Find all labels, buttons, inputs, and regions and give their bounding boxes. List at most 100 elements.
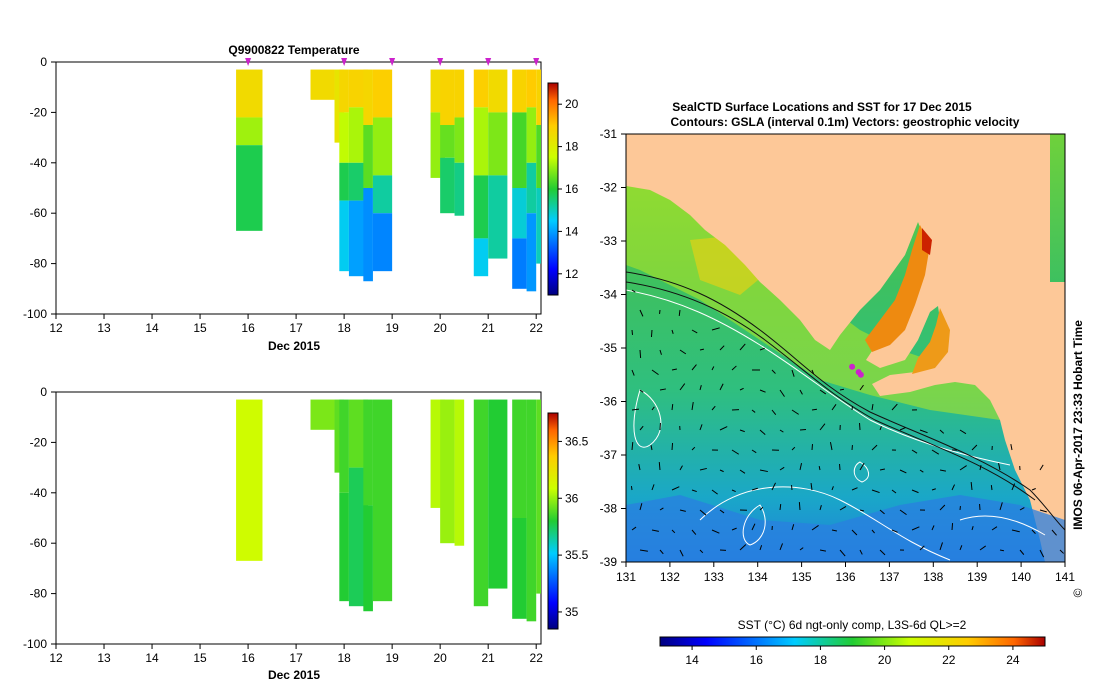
profile-cell bbox=[473, 175, 489, 239]
velocity-vector bbox=[711, 327, 720, 331]
sst-colorbar-label: SST (°C) 6d ngt-only comp, L3S-6d QL>=2 bbox=[738, 618, 967, 632]
profile-cell bbox=[236, 69, 263, 118]
velocity-vector bbox=[731, 449, 740, 455]
velocity-vector bbox=[719, 426, 728, 431]
velocity-vector bbox=[859, 549, 863, 555]
velocity-vector bbox=[818, 465, 821, 471]
velocity-vector bbox=[839, 505, 847, 511]
top-y-axis: 0 -20 -40 -60 -80 -100 bbox=[23, 55, 56, 321]
velocity-vector bbox=[1010, 444, 1013, 451]
velocity-vector bbox=[691, 529, 697, 535]
profile-cell bbox=[339, 492, 349, 602]
map-x-axis: 131 132 133 134 135 136 137 138 139 140 141 bbox=[616, 562, 1075, 584]
velocity-vector bbox=[899, 469, 907, 474]
velocity-vector bbox=[999, 549, 1005, 552]
map-y-tick-label: -38 bbox=[600, 502, 618, 516]
map-x-tick-label: 136 bbox=[835, 570, 855, 584]
profile-cell bbox=[363, 399, 373, 506]
profile-cell bbox=[339, 112, 349, 163]
velocity-vector bbox=[631, 369, 635, 376]
profile-cell bbox=[372, 175, 393, 214]
velocity-vector bbox=[671, 329, 674, 334]
velocity-vector bbox=[711, 405, 716, 411]
velocity-vector bbox=[951, 484, 956, 491]
seal-ctd-location bbox=[849, 363, 856, 370]
velocity-vector bbox=[859, 509, 864, 512]
velocity-vector bbox=[899, 427, 906, 431]
top-x-axis: 12 13 14 15 16 17 18 19 20 21 22 bbox=[49, 314, 543, 335]
velocity-vector bbox=[839, 388, 845, 391]
velocity-vector bbox=[879, 426, 882, 431]
velocity-vector bbox=[951, 522, 954, 531]
profile-marker bbox=[389, 58, 396, 66]
x-tick-label: 19 bbox=[385, 651, 399, 665]
velocity-vector bbox=[891, 403, 898, 411]
gsla-contour-line bbox=[633, 389, 662, 448]
geostrophic-vectors bbox=[630, 289, 1064, 558]
velocity-vector bbox=[779, 503, 782, 511]
velocity-vector bbox=[699, 348, 705, 351]
map-y-tick-label: -34 bbox=[600, 288, 618, 302]
velocity-vector bbox=[891, 489, 897, 494]
gsla-contour-line bbox=[742, 504, 766, 546]
velocity-vector bbox=[939, 429, 945, 434]
velocity-vector bbox=[711, 366, 715, 371]
velocity-vector bbox=[779, 543, 784, 551]
profile-cell bbox=[526, 399, 537, 622]
x-tick-label: 14 bbox=[145, 651, 159, 665]
velocity-vector bbox=[651, 484, 655, 491]
x-tick-label: 17 bbox=[289, 651, 303, 665]
sst-colorbar-tick-label: 20 bbox=[878, 653, 892, 667]
map-y-tick-label: -31 bbox=[600, 127, 618, 141]
velocity-vector bbox=[939, 504, 946, 511]
profile-cell bbox=[363, 69, 373, 125]
profile-cell bbox=[454, 117, 465, 163]
profile-cell bbox=[454, 69, 465, 118]
velocity-vector bbox=[931, 525, 935, 531]
profile-cell bbox=[363, 188, 373, 282]
velocity-vector bbox=[731, 489, 736, 493]
spencer-gulf bbox=[865, 225, 930, 352]
velocity-vector bbox=[638, 464, 641, 471]
velocity-vector bbox=[659, 388, 666, 391]
velocity-vector bbox=[799, 547, 804, 551]
velocity-vector bbox=[919, 545, 925, 551]
velocity-vector bbox=[751, 409, 756, 413]
y-tick-label: -80 bbox=[30, 257, 48, 271]
velocity-vector bbox=[671, 442, 674, 451]
velocity-vector bbox=[771, 482, 776, 491]
bottom-x-axis: 12 13 14 15 16 17 18 19 20 21 22 bbox=[49, 644, 543, 665]
velocity-vector bbox=[939, 542, 943, 551]
velocity-vector bbox=[639, 549, 648, 552]
x-tick-label: 16 bbox=[241, 651, 255, 665]
x-tick-label: 15 bbox=[193, 321, 207, 335]
velocity-vector bbox=[919, 429, 928, 434]
velocity-vector bbox=[759, 389, 766, 393]
velocity-vector bbox=[739, 387, 744, 391]
profile-cell bbox=[339, 69, 349, 113]
velocity-vector bbox=[839, 549, 846, 557]
profile-cell bbox=[473, 399, 489, 607]
velocity-vector bbox=[739, 343, 746, 351]
x-tick-label: 21 bbox=[481, 321, 495, 335]
profile-cell bbox=[339, 399, 349, 493]
sst-colorbar-tick-label: 22 bbox=[942, 653, 956, 667]
velocity-vector bbox=[751, 449, 757, 454]
velocity-vector bbox=[798, 501, 801, 511]
velocity-vector bbox=[831, 486, 834, 491]
velocity-vector bbox=[719, 345, 725, 351]
velocity-vector bbox=[739, 469, 746, 474]
profile-cell bbox=[440, 399, 455, 544]
x-tick-label: 14 bbox=[145, 321, 159, 335]
isobath-line bbox=[626, 281, 1036, 501]
profile-cell bbox=[372, 213, 393, 272]
profile-cell bbox=[440, 69, 455, 125]
velocity-vector bbox=[791, 524, 795, 531]
profile-cell bbox=[536, 399, 541, 594]
velocity-vector bbox=[699, 549, 704, 554]
gsla-contour-line bbox=[699, 486, 951, 561]
velocity-vector bbox=[671, 486, 680, 491]
timestamp-label: IMOS 06-Apr-2017 23:33 Hobart Time bbox=[1071, 320, 1085, 530]
profile-marker bbox=[245, 58, 252, 66]
velocity-vector bbox=[631, 329, 634, 336]
